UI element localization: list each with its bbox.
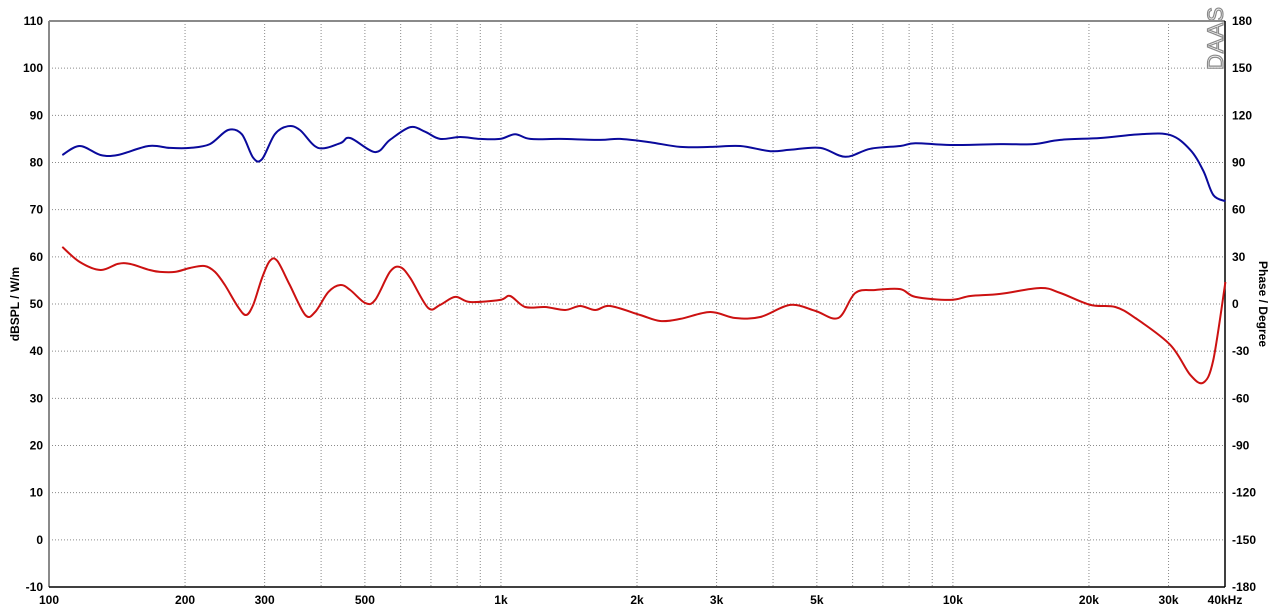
y-left-tick-label: 110: [24, 14, 44, 28]
x-tick-label: 100: [39, 593, 59, 607]
grid: [49, 21, 1225, 587]
y-right-tick-label: -30: [1232, 344, 1250, 358]
curves: [61, 124, 1227, 385]
y-left-tick-label: 0: [36, 533, 43, 547]
y-right-tick-labels: 180 150 120 90 60 30 0 -30 -60 -90 -120 -150 -180: [1232, 14, 1256, 594]
x-tick-label: 1k: [494, 593, 508, 607]
x-tick-label: 500: [355, 593, 375, 607]
x-tick-label: 300: [255, 593, 275, 607]
x-tick-label: 40kHz: [1208, 593, 1243, 607]
plot-frame: [48, 20, 1226, 588]
y-right-tick-label: -180: [1232, 580, 1256, 594]
y-right-tick-label: 150: [1232, 61, 1252, 75]
y-right-tick-label: -150: [1232, 533, 1256, 547]
y-left-tick-label: 80: [30, 156, 44, 170]
x-tick-label: 20k: [1079, 593, 1099, 607]
x-tick-label: 5k: [810, 593, 824, 607]
daas-logo: DAAS: [1203, 6, 1228, 70]
y-right-tick-label: 90: [1232, 156, 1246, 170]
y-right-tick-label: -120: [1232, 486, 1256, 500]
x-tick-label: 200: [175, 593, 195, 607]
y-left-tick-label: 10: [30, 486, 44, 500]
y-right-tick-label: 0: [1232, 297, 1239, 311]
x-tick-label: 30k: [1159, 593, 1179, 607]
y-left-tick-label: 100: [23, 61, 43, 75]
y-right-tick-label: -90: [1232, 439, 1250, 453]
y-left-tick-label: 30: [30, 391, 44, 405]
y-right-tick-label: 120: [1232, 108, 1252, 122]
y-right-tick-label: 30: [1232, 250, 1246, 264]
y-right-tick-label: 60: [1232, 203, 1246, 217]
x-tick-labels: 100 200 300 500 1k 2k 3k 5k 10k 20k 30k 40kHz: [39, 593, 1242, 607]
y-right-axis-label: Phase / Degree: [1256, 261, 1270, 347]
y-right-tick-label: -60: [1232, 391, 1250, 405]
x-tick-label: 10k: [943, 593, 963, 607]
spl-curve: [61, 124, 1226, 203]
y-right-tick-label: 180: [1232, 14, 1252, 28]
y-left-axis-label: dBSPL / W/m: [8, 267, 22, 341]
phase-curve: [61, 246, 1227, 385]
y-left-tick-label: 20: [30, 439, 44, 453]
y-left-tick-label: 90: [30, 108, 44, 122]
y-left-tick-label: 50: [30, 297, 44, 311]
x-tick-label: 3k: [710, 593, 724, 607]
y-left-tick-label: -10: [26, 580, 44, 594]
y-left-tick-label: 60: [30, 250, 44, 264]
y-left-tick-label: 70: [30, 203, 44, 217]
x-tick-label: 2k: [630, 593, 644, 607]
y-left-tick-label: 40: [30, 344, 44, 358]
